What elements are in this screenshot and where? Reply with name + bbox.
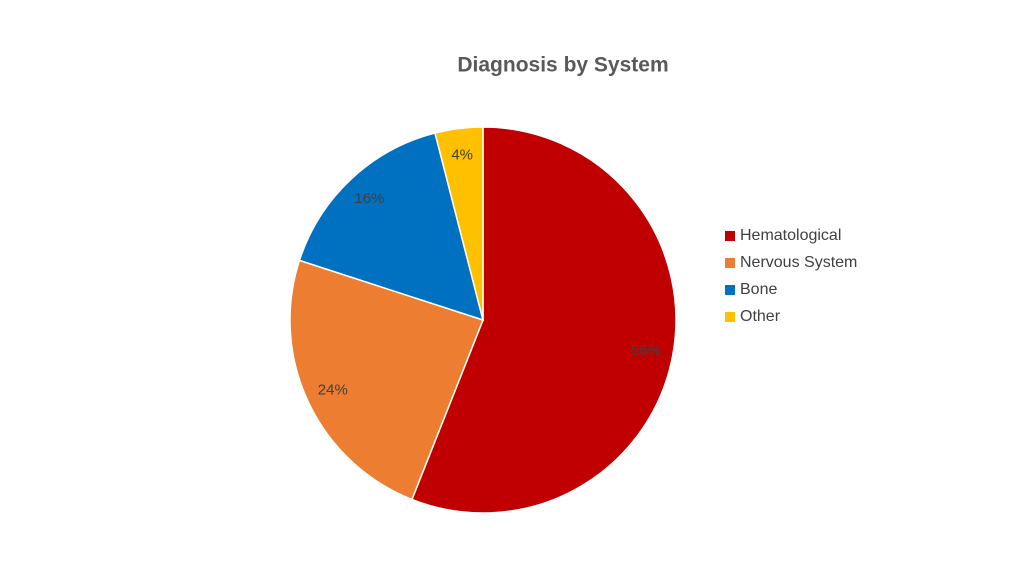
data-label: 24%	[318, 382, 348, 399]
data-label: 16%	[354, 190, 384, 207]
legend-swatch	[725, 258, 735, 268]
legend-swatch	[725, 285, 735, 295]
pie-slice	[410, 126, 677, 514]
legend-label: Other	[740, 308, 781, 325]
pie-slice	[289, 259, 484, 501]
legend-label: Nervous System	[740, 254, 857, 271]
legend-label: Hematological	[740, 227, 841, 244]
pie-slice	[434, 126, 484, 321]
data-label: 4%	[451, 146, 473, 163]
chart-title: Diagnosis by System	[457, 54, 668, 77]
legend-label: Bone	[740, 281, 777, 298]
legend-swatch	[725, 312, 735, 322]
data-label: 56%	[631, 342, 661, 359]
legend-swatch	[725, 231, 735, 241]
pie-slice	[298, 132, 485, 322]
